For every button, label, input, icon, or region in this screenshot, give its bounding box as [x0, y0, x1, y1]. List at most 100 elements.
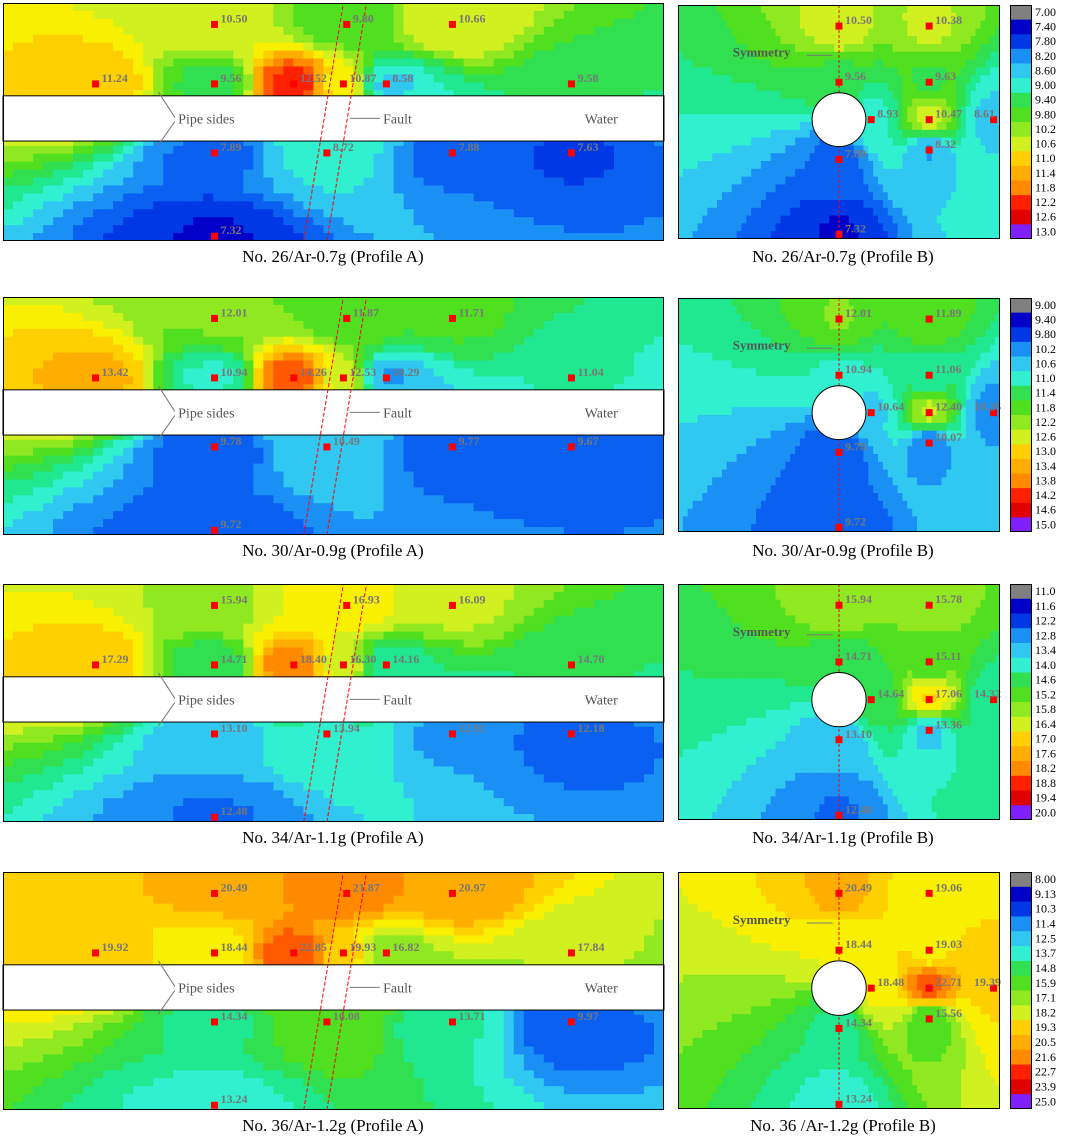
contour-cell: [736, 59, 743, 68]
contour-cell: [926, 207, 933, 217]
contour-cell: [917, 51, 923, 61]
contour-cell: [697, 129, 703, 139]
contour-cell: [73, 209, 84, 218]
contour-cell: [503, 153, 515, 163]
contour-cell: [707, 192, 713, 201]
contour-cell: [726, 36, 733, 45]
contour-cell: [163, 177, 174, 187]
contour-cell: [936, 114, 943, 123]
contour-cell: [941, 122, 947, 131]
contour-cell: [183, 18, 194, 28]
contour-cell: [707, 20, 713, 29]
contour-cell: [113, 50, 124, 60]
contour-cell: [53, 201, 64, 210]
contour-cell: [193, 58, 204, 68]
contour-cell: [990, 176, 996, 185]
contour-cell: [741, 215, 747, 224]
contour-cell: [493, 185, 505, 194]
contour-cell: [73, 479, 84, 488]
contour-cell: [990, 44, 996, 53]
contour-cell: [785, 20, 791, 29]
contour-cell: [970, 106, 977, 115]
contour-cell: [33, 431, 44, 441]
contour-cell: [13, 328, 24, 338]
contour-cell: [843, 200, 850, 209]
contour-cell: [23, 527, 34, 535]
contour-cell: [293, 312, 305, 322]
contour-cell: [960, 231, 967, 239]
contour-cell: [283, 217, 295, 226]
contour-cell: [53, 328, 64, 338]
contour-cell: [143, 42, 154, 52]
contour-cell: [726, 20, 733, 29]
contour-cell: [819, 215, 825, 224]
contour-cell: [253, 66, 264, 75]
contour-cell: [533, 145, 545, 155]
contour-cell: [717, 122, 723, 131]
contour-cell: [263, 74, 275, 83]
contour-cell: [951, 145, 957, 154]
contour-cell: [273, 328, 285, 338]
contour-cell: [193, 201, 204, 210]
contour-cell: [717, 231, 723, 239]
contour-cell: [53, 376, 64, 385]
contour-cell: [785, 207, 791, 217]
contour-cell: [897, 12, 904, 22]
contour-cell: [53, 360, 64, 369]
contour-cell: [223, 463, 234, 473]
contour-cell: [243, 58, 254, 68]
contour-cell: [243, 26, 254, 36]
contour-cell: [523, 217, 535, 226]
contour-cell: [193, 344, 204, 354]
contour-cell: [593, 90, 605, 99]
contour-cell: [583, 185, 595, 194]
contour-cell: [43, 74, 54, 83]
contour-cell: [163, 58, 174, 68]
contour-cell: [970, 44, 977, 53]
contour-cell: [848, 223, 855, 232]
contour-cell: [23, 312, 34, 322]
contour-cell: [273, 519, 285, 528]
contour-cell: [163, 439, 174, 449]
colorbar-tick-label: 12.6: [1035, 210, 1056, 224]
contour-cell: [873, 75, 879, 84]
contour-cell: [363, 217, 375, 226]
contour-cell: [213, 439, 224, 449]
contour-cell: [83, 320, 94, 330]
contour-cell: [593, 50, 605, 60]
contour-cell: [960, 192, 967, 201]
contour-cell: [897, 114, 904, 123]
contour-cell: [313, 185, 325, 194]
contour-cell: [687, 59, 694, 68]
contour-cell: [902, 145, 908, 154]
contour-cell: [83, 177, 94, 187]
contour-cell: [795, 231, 801, 239]
contour-cell: [717, 145, 723, 154]
contour-cell: [513, 90, 525, 99]
contour-cell: [273, 447, 285, 457]
contour-cell: [63, 495, 74, 504]
contour-cell: [113, 384, 124, 393]
contour-cell: [493, 177, 505, 187]
contour-cell: [243, 447, 254, 457]
contour-cell: [687, 231, 694, 239]
contour-cell: [751, 67, 757, 76]
contour-cell: [902, 231, 908, 239]
contour-cell: [848, 176, 855, 185]
contour-cell: [975, 168, 982, 178]
contour-cell: [941, 231, 947, 239]
contour-cell: [712, 122, 718, 131]
contour-cell: [702, 20, 708, 29]
contour-cell: [543, 209, 555, 218]
contour-cell: [233, 90, 244, 99]
contour-cell: [687, 168, 694, 178]
contour-cell: [183, 487, 194, 496]
contour-cell: [223, 297, 234, 306]
contour-cell: [790, 153, 796, 162]
contour-cell: [93, 352, 104, 362]
contour-cell: [682, 168, 689, 178]
contour-cell: [980, 90, 986, 100]
contour-cell: [848, 83, 855, 92]
contour-cell: [736, 129, 743, 139]
contour-cell: [970, 223, 977, 232]
